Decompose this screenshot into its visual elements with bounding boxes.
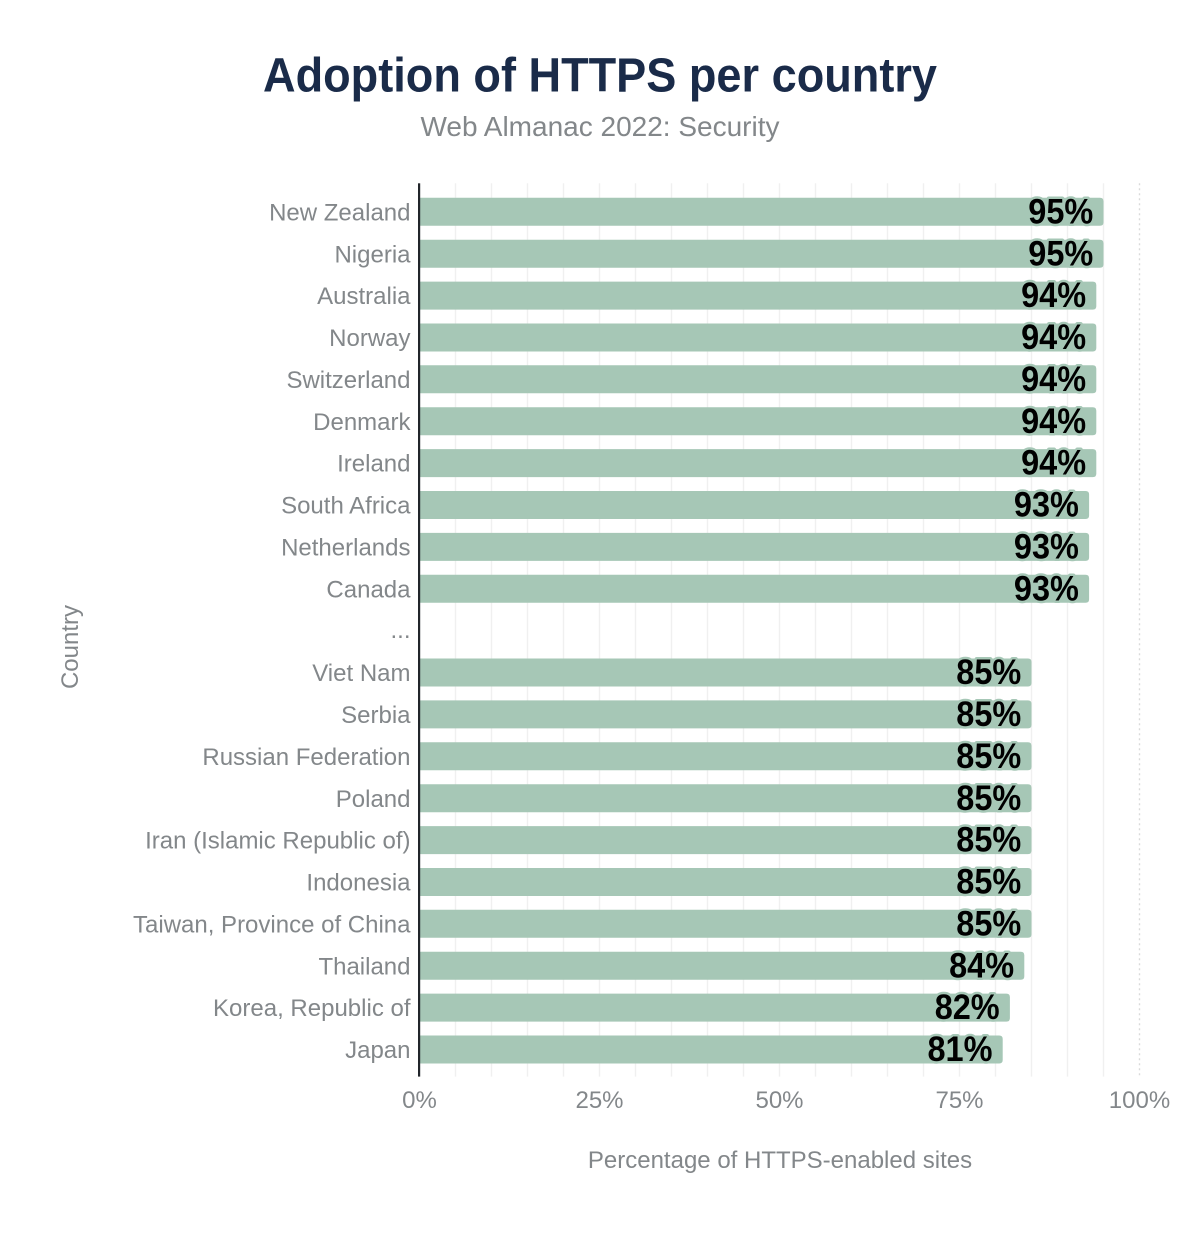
- svg-text:Taiwan, Province of China: Taiwan, Province of China: [133, 911, 411, 938]
- svg-text:Web Almanac 2022: Security: Web Almanac 2022: Security: [420, 111, 779, 142]
- svg-text:82%: 82%: [935, 987, 1000, 1027]
- svg-text:85%: 85%: [956, 652, 1021, 692]
- svg-text:Japan: Japan: [345, 1037, 410, 1064]
- svg-text:Country: Country: [57, 605, 84, 689]
- svg-text:75%: 75%: [935, 1087, 983, 1114]
- svg-text:Percentage of HTTPS-enabled si: Percentage of HTTPS-enabled sites: [588, 1147, 972, 1174]
- svg-text:Iran (Islamic Republic of): Iran (Islamic Republic of): [145, 828, 410, 855]
- svg-text:Viet Nam: Viet Nam: [312, 660, 410, 687]
- svg-text:94%: 94%: [1021, 359, 1086, 399]
- svg-text:93%: 93%: [1014, 527, 1079, 567]
- svg-text:93%: 93%: [1014, 568, 1079, 608]
- svg-text:Netherlands: Netherlands: [281, 535, 410, 562]
- svg-text:Ireland: Ireland: [337, 451, 410, 478]
- svg-text:94%: 94%: [1021, 443, 1086, 483]
- svg-text:85%: 85%: [956, 903, 1021, 943]
- svg-text:Thailand: Thailand: [318, 953, 410, 980]
- svg-text:Nigeria: Nigeria: [334, 241, 411, 268]
- svg-text:Russian Federation: Russian Federation: [202, 744, 410, 771]
- svg-text:94%: 94%: [1021, 401, 1086, 441]
- svg-text:Korea, Republic of: Korea, Republic of: [213, 995, 411, 1022]
- svg-text:81%: 81%: [928, 1029, 993, 1069]
- svg-text:94%: 94%: [1021, 275, 1086, 315]
- svg-text:85%: 85%: [956, 820, 1021, 860]
- svg-text:Switzerland: Switzerland: [286, 367, 410, 394]
- svg-text:94%: 94%: [1021, 317, 1086, 357]
- svg-text:Denmark: Denmark: [313, 409, 411, 436]
- svg-text:...: ...: [390, 617, 410, 644]
- svg-text:85%: 85%: [956, 862, 1021, 902]
- svg-text:Norway: Norway: [329, 325, 410, 352]
- svg-text:84%: 84%: [949, 945, 1014, 985]
- svg-text:85%: 85%: [956, 778, 1021, 818]
- svg-text:Poland: Poland: [336, 786, 411, 813]
- svg-text:Adoption of HTTPS per country: Adoption of HTTPS per country: [263, 50, 937, 103]
- svg-text:25%: 25%: [575, 1087, 623, 1114]
- svg-text:0%: 0%: [402, 1087, 437, 1114]
- svg-text:85%: 85%: [956, 694, 1021, 734]
- svg-text:50%: 50%: [755, 1087, 803, 1114]
- svg-text:100%: 100%: [1109, 1087, 1170, 1114]
- svg-text:South Africa: South Africa: [281, 493, 411, 520]
- svg-text:95%: 95%: [1028, 191, 1093, 231]
- svg-text:95%: 95%: [1028, 233, 1093, 273]
- svg-text:Serbia: Serbia: [341, 702, 411, 729]
- svg-text:Indonesia: Indonesia: [306, 870, 411, 897]
- svg-text:New Zealand: New Zealand: [269, 199, 410, 226]
- svg-text:Australia: Australia: [317, 283, 411, 310]
- svg-text:85%: 85%: [956, 736, 1021, 776]
- svg-text:93%: 93%: [1014, 485, 1079, 525]
- svg-text:Canada: Canada: [326, 576, 411, 603]
